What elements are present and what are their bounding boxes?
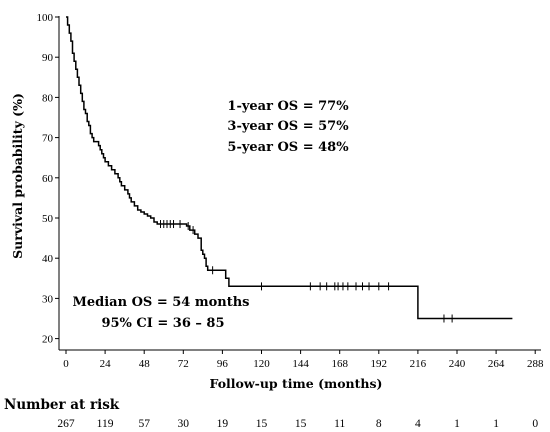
x-tick-label: 0 (63, 358, 69, 370)
axes (58, 16, 541, 351)
risk-count: 0 (532, 418, 538, 430)
y-tick-label: 30 (42, 293, 54, 305)
median-os-annotation: Median OS = 54 months (72, 295, 249, 310)
x-tick-label: 120 (253, 358, 270, 370)
risk-count: 8 (376, 418, 382, 430)
y-axis-ticks: 20 30 40 50 60 70 80 90 100 (37, 12, 59, 346)
risk-count: 30 (178, 418, 190, 430)
risk-count: 1 (493, 418, 499, 430)
y-axis-label: Survival probability (%) (10, 93, 25, 259)
risk-count: 4 (415, 418, 421, 430)
survival-curve (66, 16, 513, 320)
os-5year-annotation: 5-year OS = 48% (227, 140, 349, 155)
x-tick-label: 72 (178, 358, 189, 370)
risk-count: 19 (217, 418, 229, 430)
risk-count: 11 (334, 418, 345, 430)
risk-table: 267 119 57 30 19 15 15 11 8 4 1 1 0 (57, 418, 538, 430)
risk-count: 119 (97, 418, 114, 430)
risk-table-title: Number at risk (4, 397, 120, 413)
os-3year-annotation: 3-year OS = 57% (227, 119, 349, 134)
x-axis-ticks: 0 24 48 72 96 120 144 168 192 216 240 264 288 (63, 350, 544, 370)
risk-count: 15 (295, 418, 307, 430)
x-axis-label: Follow-up time (months) (210, 376, 383, 391)
x-tick-label: 144 (292, 358, 309, 370)
y-tick-label: 60 (42, 173, 54, 185)
x-tick-label: 192 (371, 358, 388, 370)
os-1year-annotation: 1-year OS = 77% (227, 99, 349, 114)
risk-count: 57 (138, 418, 150, 430)
x-tick-label: 216 (410, 358, 427, 370)
censor-marks (159, 220, 453, 323)
y-tick-label: 100 (37, 12, 54, 24)
risk-count: 1 (454, 418, 460, 430)
x-tick-label: 96 (217, 358, 229, 370)
risk-count: 15 (256, 418, 268, 430)
x-tick-label: 264 (488, 358, 505, 370)
x-tick-label: 288 (527, 358, 544, 370)
confidence-interval-annotation: 95% CI = 36 – 85 (101, 316, 224, 331)
y-tick-label: 40 (42, 253, 54, 265)
risk-count: 267 (57, 418, 75, 430)
y-tick-label: 90 (42, 52, 54, 64)
x-tick-label: 240 (449, 358, 466, 370)
y-tick-label: 80 (42, 92, 54, 104)
y-tick-label: 50 (42, 213, 54, 225)
y-tick-label: 20 (42, 334, 54, 346)
x-tick-label: 48 (139, 358, 151, 370)
x-tick-label: 168 (331, 358, 348, 370)
x-tick-label: 24 (100, 358, 112, 370)
y-tick-label: 70 (42, 133, 54, 145)
